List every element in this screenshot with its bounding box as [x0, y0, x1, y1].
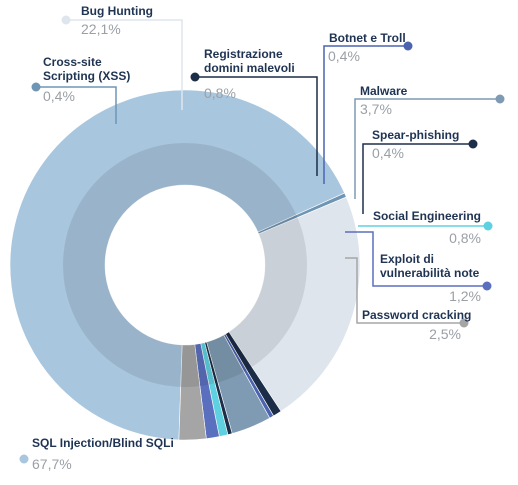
slice-inner-shade-cross-site-scripting-xss	[257, 214, 298, 234]
label-marker-botnet-e-troll	[403, 41, 413, 51]
category-label-botnet-e-troll: Botnet e Troll	[329, 31, 406, 45]
label-marker-spear-phishing	[468, 139, 478, 149]
value-label-social-engineering: 0,8%	[449, 230, 481, 246]
label-marker-social-engineering	[483, 221, 493, 231]
slice-inner-shade-registrazione-domini-malevoli	[225, 331, 252, 371]
value-label-exploit-di-vulnerabilita-note: 1,2%	[449, 288, 481, 304]
value-label-registrazione-domini-malevoli: 0,8%	[204, 85, 236, 101]
label-marker-malware	[495, 94, 505, 104]
label-marker-sql-injection-blind-sqli	[19, 454, 29, 464]
value-label-cross-site-scripting-xss: 0,4%	[43, 88, 75, 104]
value-label-malware: 3,7%	[360, 101, 392, 117]
slice-inner-shade-spear-phishing	[204, 342, 218, 384]
category-label-bug-hunting: Bug Hunting	[81, 4, 153, 18]
category-label-password-cracking: Password cracking	[362, 308, 471, 322]
slice-inner-shade-malware	[206, 334, 245, 383]
slice-inner-shade-social-engineering	[200, 342, 215, 385]
value-label-password-cracking: 2,5%	[429, 326, 461, 342]
leader-line-spear-phishing	[362, 143, 473, 214]
category-label-cross-site-scripting-xss: Cross-site Scripting (XSS)	[43, 55, 130, 83]
leader-line-cross-site-scripting-xss	[36, 86, 117, 124]
slices	[9, 89, 361, 441]
labels: SQL Injection/Blind SQLi 67,7% Cross-site S…	[19, 4, 505, 472]
label-marker-bug-hunting	[61, 15, 71, 25]
slice-password-cracking	[178, 344, 207, 441]
leader-line-botnet-e-troll	[323, 45, 408, 184]
slice-inner-shade-password-cracking	[180, 344, 200, 387]
category-label-registrazione-domini-malevoli: Registrazione domini malevoli	[204, 47, 295, 75]
slice-sql-injection-blind-sqli	[9, 89, 345, 441]
slice-inner-shade-exploit-di-vulnerabilita-note	[194, 343, 209, 387]
label-marker-password-cracking	[459, 318, 469, 328]
category-label-sql-injection-blind-sqli: SQL Injection/Blind SQLi	[32, 436, 174, 450]
leader-line-password-cracking	[345, 257, 464, 324]
category-label-malware: Malware	[360, 84, 408, 98]
value-label-sql-injection-blind-sqli: 67,7%	[32, 456, 72, 472]
value-label-botnet-e-troll: 0,4%	[328, 48, 360, 64]
category-label-spear-phishing: Spear-phishing	[372, 128, 459, 142]
label-marker-exploit-di-vulnerabilita-note	[482, 281, 492, 291]
category-label-exploit-di-vulnerabilita-note: Exploit di vulnerabilità note	[380, 252, 480, 280]
leader-line-bug-hunting	[66, 19, 183, 110]
value-label-bug-hunting: 22,1%	[81, 21, 121, 37]
slice-inner-shade-botnet-e-troll	[223, 334, 247, 372]
leader-line-malware	[354, 98, 500, 199]
leader-line-exploit-di-vulnerabilita-note	[345, 231, 487, 287]
category-label-social-engineering: Social Engineering	[373, 209, 481, 223]
slice-inner-shade-sql-injection-blind-sqli	[62, 142, 297, 387]
inner-ring	[62, 142, 307, 387]
label-marker-registrazione-domini-malevoli	[190, 72, 200, 82]
value-label-spear-phishing: 0,4%	[372, 145, 404, 161]
label-marker-cross-site-scripting-xss	[31, 82, 41, 92]
slice-inner-shade-bug-hunting	[228, 217, 307, 367]
slice-bug-hunting	[228, 196, 361, 412]
leader-line-registrazione-domini-malevoli	[195, 76, 318, 176]
